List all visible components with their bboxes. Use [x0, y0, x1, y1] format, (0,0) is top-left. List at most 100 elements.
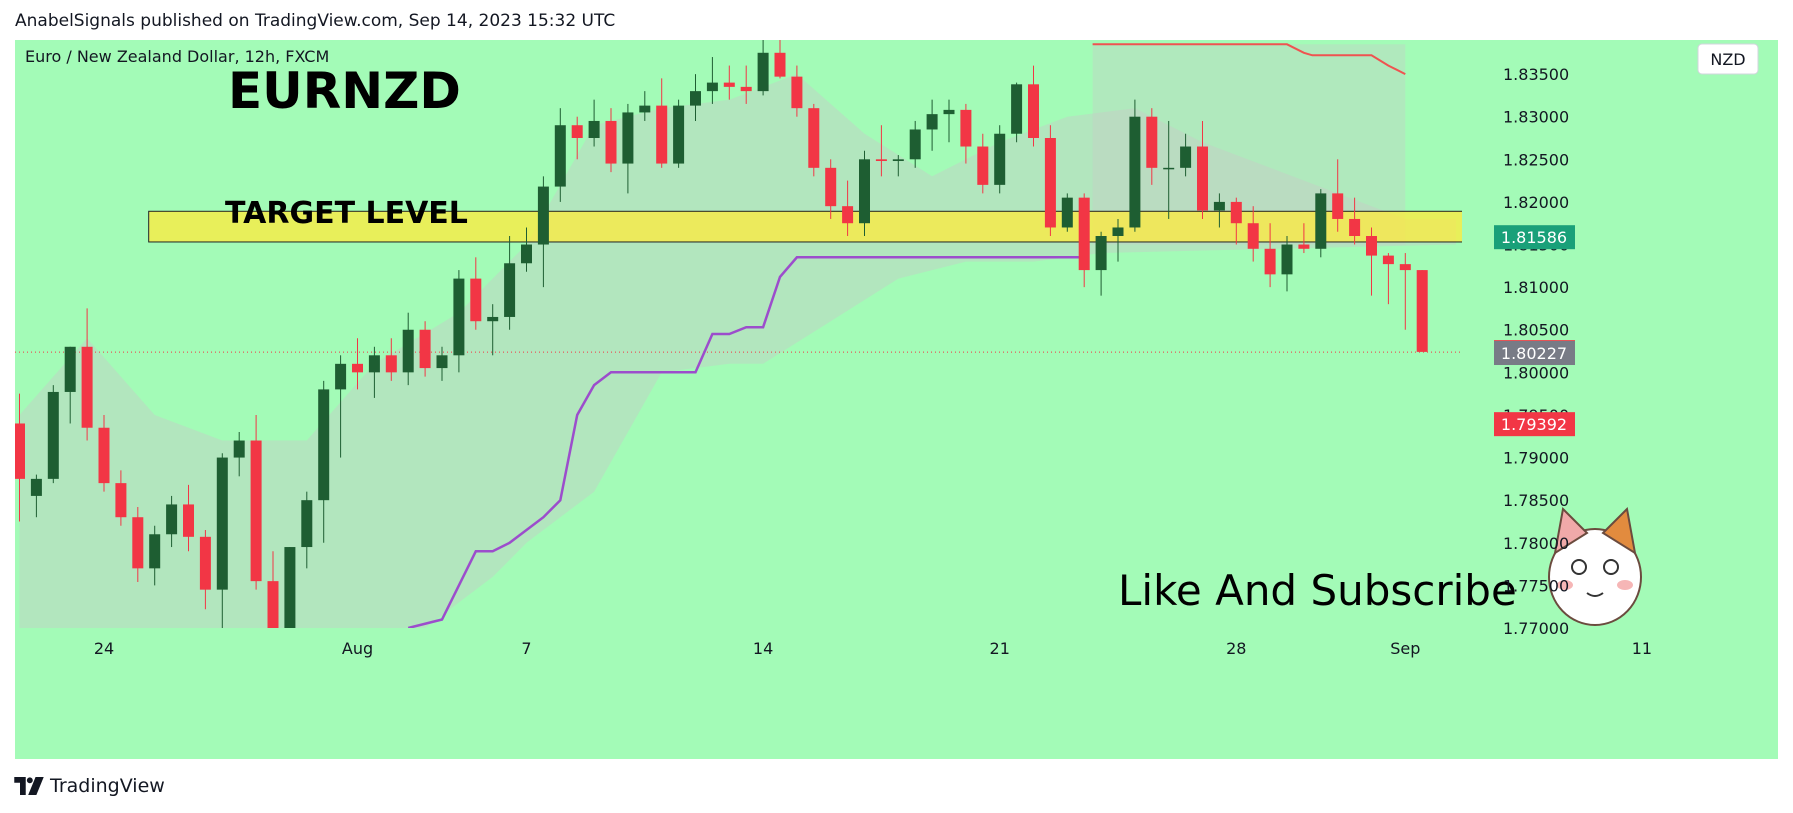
candle-body — [1197, 146, 1208, 211]
candle-body — [842, 206, 854, 224]
candle-body — [723, 82, 735, 87]
price-label: 1.81586 — [1494, 225, 1575, 250]
candle-body — [1281, 244, 1293, 275]
candle-body — [909, 129, 921, 160]
candle-body — [1247, 223, 1259, 249]
candle-body — [470, 278, 482, 322]
tradingview-logo-icon — [14, 777, 44, 795]
candle-body — [622, 112, 634, 164]
chart-panel[interactable]: Euro / New Zealand Dollar, 12h, FXCM EURN… — [15, 40, 1778, 759]
candle-body — [402, 329, 414, 373]
candle-body — [1230, 201, 1242, 224]
candle-body — [64, 346, 76, 392]
candle-body — [15, 423, 25, 479]
candle-body — [199, 536, 211, 590]
candle-body — [1112, 227, 1124, 236]
candle-body — [30, 478, 42, 496]
candle-body — [875, 159, 887, 162]
price-label-text: 1.80227 — [1501, 344, 1567, 363]
x-tick-label: 14 — [753, 639, 773, 658]
price-label-bg — [1494, 225, 1575, 250]
price-chart[interactable]: Euro / New Zealand Dollar, 12h, FXCMEURN… — [15, 40, 1778, 759]
tradingview-logo[interactable]: TradingView — [14, 774, 165, 798]
publisher-header: AnabelSignals published on TradingView.c… — [15, 11, 616, 31]
candle-body — [588, 120, 600, 138]
candle-body — [1061, 197, 1073, 228]
y-tick-label: 1.78000 — [1503, 534, 1569, 553]
candle-body — [960, 109, 972, 147]
candle-body — [1078, 197, 1090, 271]
candle-body — [706, 82, 718, 92]
y-tick-label: 1.80500 — [1503, 321, 1569, 340]
candle-body — [926, 114, 938, 130]
y-tick-label: 1.80000 — [1503, 363, 1569, 382]
candle-body — [1095, 236, 1107, 271]
candle-body — [554, 125, 566, 187]
cat-sticker-icon — [1548, 506, 1642, 626]
price-label: 1.79392 — [1494, 412, 1575, 437]
candle-body — [1332, 193, 1344, 219]
candle-body — [1028, 84, 1039, 138]
candle-body — [740, 86, 752, 92]
candle-body — [267, 581, 279, 628]
candle-body — [1399, 264, 1411, 271]
x-tick-label: 21 — [990, 639, 1010, 658]
candle-body — [115, 483, 127, 518]
candle-body — [81, 346, 93, 428]
target-level-label: TARGET LEVEL — [225, 196, 468, 231]
candle-body — [808, 108, 820, 168]
candle-body — [1298, 244, 1310, 249]
price-label-text: 1.81586 — [1501, 228, 1567, 247]
candle-body — [690, 91, 701, 106]
candle-body — [250, 440, 262, 582]
chart-title: EURNZD — [228, 62, 461, 120]
candle-body — [605, 120, 617, 164]
candle-body — [98, 427, 110, 484]
currency-button-bg — [1697, 43, 1759, 75]
tradingview-logo-text: TradingView — [50, 775, 165, 797]
candle-body — [1315, 193, 1327, 249]
candle-body — [1416, 270, 1428, 352]
x-tick-label: 11 — [1632, 639, 1652, 658]
x-tick-label: 28 — [1226, 639, 1246, 658]
symbol-line: Euro / New Zealand Dollar, 12h, FXCM — [25, 47, 329, 66]
candle-body — [1011, 84, 1023, 134]
candle-body — [318, 389, 330, 501]
like-and-subscribe-text: Like And Subscribe — [1118, 566, 1517, 615]
candle-body — [571, 125, 583, 138]
candle-body — [943, 109, 955, 115]
y-tick-label: 1.83000 — [1503, 108, 1569, 127]
y-tick-label: 1.77000 — [1503, 619, 1569, 638]
y-tick-label: 1.77500 — [1503, 576, 1569, 595]
price-label-bg — [1494, 412, 1575, 437]
candle-body — [537, 186, 549, 245]
candle-body — [233, 440, 245, 458]
currency-button-label: NZD — [1710, 50, 1745, 69]
candle-body — [335, 363, 347, 390]
y-tick-label: 1.79000 — [1503, 449, 1569, 468]
candle-body — [166, 504, 178, 535]
candle-body — [132, 517, 144, 569]
candle-body — [149, 534, 161, 569]
candle-body — [673, 105, 685, 164]
candle-body — [1146, 116, 1158, 168]
candle-body — [284, 547, 296, 628]
red-line — [1092, 43, 1406, 75]
time-axis: 24Aug7142128Sep111825 — [94, 639, 1652, 658]
currency-button[interactable]: NZD — [1697, 43, 1759, 75]
candle-body — [994, 133, 1006, 185]
price-label-bg — [1494, 341, 1575, 366]
candle-body — [504, 263, 516, 317]
candle-body — [1213, 201, 1225, 211]
candle-body — [1264, 248, 1276, 275]
candle-body — [1382, 255, 1394, 265]
x-tick-label: 7 — [521, 639, 531, 658]
candle-body — [47, 391, 59, 479]
price-label: 1.80227 — [1494, 341, 1575, 366]
x-tick-label: Aug — [342, 639, 373, 658]
candle-body — [1349, 218, 1361, 236]
candle-body — [419, 329, 431, 369]
candle-body — [1366, 236, 1377, 256]
candle-body — [1129, 116, 1141, 228]
x-tick-label: 24 — [94, 639, 114, 658]
